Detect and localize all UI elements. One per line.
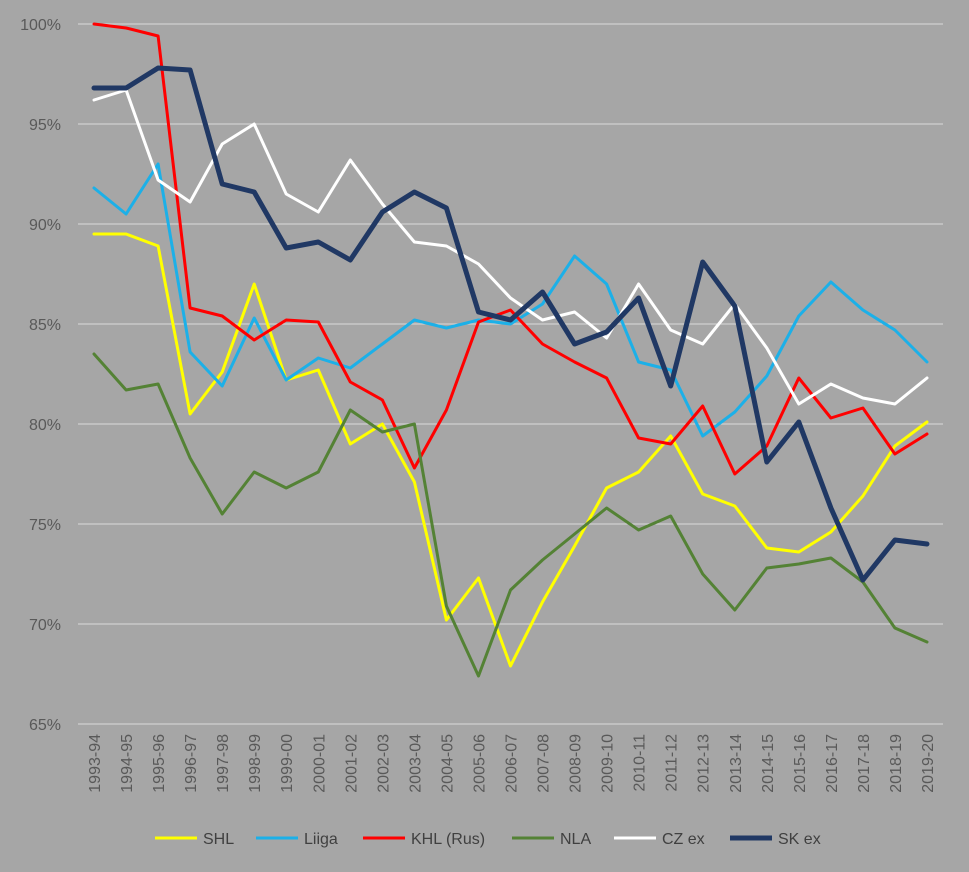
x-tick-label: 1994-95 bbox=[119, 734, 136, 793]
x-tick-label: 2012-13 bbox=[696, 734, 713, 793]
x-tick-label: 1997-98 bbox=[215, 734, 232, 793]
y-tick-label: 70% bbox=[29, 617, 61, 634]
series-line-cz-ex bbox=[92, 88, 929, 406]
series-line-shl bbox=[92, 232, 929, 668]
legend-item: CZ ex bbox=[614, 831, 705, 848]
x-tick-label: 1999-00 bbox=[279, 734, 296, 793]
y-tick-label: 90% bbox=[29, 217, 61, 234]
y-tick-label: 65% bbox=[29, 717, 61, 734]
x-tick-label: 2015-16 bbox=[792, 734, 809, 793]
legend-label: Liiga bbox=[304, 831, 338, 848]
legend-item: SK ex bbox=[730, 831, 821, 848]
x-tick-label: 2009-10 bbox=[600, 734, 617, 793]
x-tick-label: 2011-12 bbox=[664, 734, 681, 792]
x-tick-label: 2010-11 bbox=[632, 734, 649, 792]
x-axis-ticks: 1993-94 1994-95 1995-96 1996-97 1997-98 1998-… bbox=[87, 734, 937, 793]
y-tick-label: 100% bbox=[20, 17, 61, 34]
x-tick-label: 2008-09 bbox=[568, 734, 585, 793]
x-tick-label: 1998-99 bbox=[247, 734, 264, 793]
legend-item: NLA bbox=[512, 831, 591, 848]
x-tick-label: 2019-20 bbox=[920, 734, 937, 793]
y-tick-label: 95% bbox=[29, 117, 61, 134]
series-line-sk-ex bbox=[91, 65, 930, 583]
x-tick-label: 2007-08 bbox=[536, 734, 553, 793]
x-tick-label: 2004-05 bbox=[439, 734, 456, 793]
legend-label: SHL bbox=[203, 831, 234, 848]
x-tick-label: 2013-14 bbox=[728, 734, 745, 793]
x-tick-label: 2002-03 bbox=[375, 734, 392, 793]
y-axis-ticks: 65% 70% 75% 80% 85% 90% 95% 100% bbox=[20, 17, 61, 734]
legend-item: SHL bbox=[155, 831, 234, 848]
legend-label: NLA bbox=[560, 831, 591, 848]
legend-label: KHL (Rus) bbox=[411, 831, 485, 848]
series-lines bbox=[91, 22, 930, 678]
legend-label: CZ ex bbox=[662, 831, 705, 848]
x-tick-label: 1996-97 bbox=[183, 734, 200, 793]
legend-item: Liiga bbox=[256, 831, 338, 848]
x-tick-label: 2006-07 bbox=[504, 734, 521, 793]
y-tick-label: 85% bbox=[29, 317, 61, 334]
y-tick-label: 80% bbox=[29, 417, 61, 434]
x-tick-label: 2016-17 bbox=[824, 734, 841, 793]
legend-item: KHL (Rus) bbox=[363, 831, 485, 848]
y-tick-label: 75% bbox=[29, 517, 61, 534]
legend-label: SK ex bbox=[778, 831, 821, 848]
x-tick-label: 2001-02 bbox=[343, 734, 360, 793]
x-tick-label: 2000-01 bbox=[311, 734, 328, 793]
x-tick-label: 2003-04 bbox=[407, 734, 424, 793]
x-tick-label: 2005-06 bbox=[471, 734, 488, 793]
x-tick-label: 2017-18 bbox=[856, 734, 873, 793]
series-line-nla bbox=[92, 352, 929, 678]
series-line-khl-rus bbox=[92, 22, 929, 476]
x-tick-label: 1993-94 bbox=[87, 734, 104, 793]
x-tick-label: 1995-96 bbox=[151, 734, 168, 793]
series-line-liiga bbox=[92, 162, 929, 438]
x-tick-label: 2014-15 bbox=[760, 734, 777, 793]
legend: SHL Liiga KHL (Rus) NLA CZ ex SK ex bbox=[155, 831, 821, 848]
x-tick-label: 2018-19 bbox=[888, 734, 905, 793]
